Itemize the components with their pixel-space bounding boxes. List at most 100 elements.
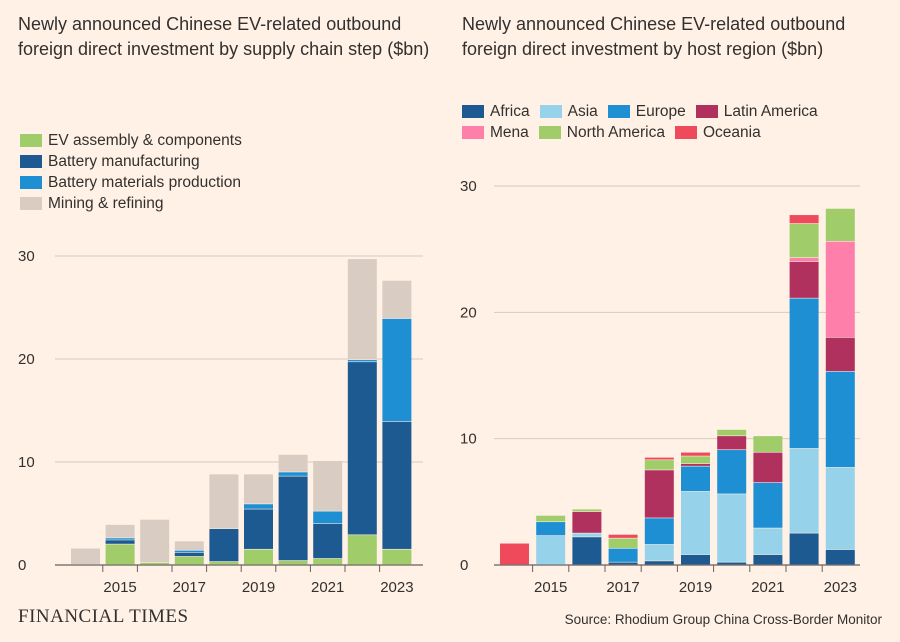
right-legend-swatch [462, 105, 484, 118]
left-bar-segment [140, 562, 170, 565]
right-bar-segment [825, 549, 855, 565]
left-chart-plot: 0 10 20 30 2015 2017 2019 2021 2023 [18, 248, 423, 596]
left-legend-swatch [20, 155, 42, 168]
right-bar-segment [681, 456, 710, 464]
left-bar-segment [313, 460, 343, 511]
left-bar-segment [347, 535, 377, 565]
right-bar-segment [825, 241, 855, 337]
left-bar-segment [278, 560, 308, 565]
left-bar-segment [174, 541, 204, 550]
right-legend-label: North America [566, 124, 665, 141]
right-legend-item: Mena [462, 122, 529, 143]
left-bar-segment [313, 511, 343, 524]
left-bar-segment [313, 558, 343, 565]
left-legend-label: EV assembly & components [48, 132, 242, 149]
right-legend-swatch [462, 126, 484, 139]
right-bar-segment [681, 452, 710, 456]
right-legend-item: Oceania [674, 122, 761, 143]
left-bar-segment [244, 474, 273, 504]
left-bar-segment [71, 548, 100, 565]
right-bar-segment [681, 463, 710, 466]
left-legend-swatch [20, 197, 42, 210]
right-bar-segment [789, 261, 819, 298]
right-bar-segment [536, 522, 566, 536]
left-bar-segment [382, 549, 412, 565]
right-bar-segment [825, 208, 855, 241]
right-y-tick-label: 20 [460, 304, 477, 321]
right-bar-segment [536, 515, 566, 522]
left-y-tick-label: 20 [18, 351, 35, 368]
left-bar-segment [382, 421, 412, 549]
right-bar-segment [644, 470, 674, 518]
right-bar-segment [608, 548, 638, 562]
right-bar-segment [681, 491, 710, 555]
left-y-tick-label: 0 [18, 557, 26, 574]
left-bar-segment [313, 523, 343, 559]
right-x-tick-label: 2017 [606, 579, 639, 596]
right-bar-segment [753, 528, 783, 555]
left-bar-segment [278, 454, 308, 472]
left-legend-swatch [20, 134, 42, 147]
right-legend-item: Latin America [695, 101, 818, 122]
left-x-tick-label: 2017 [173, 579, 206, 596]
left-bar-segment [382, 318, 412, 422]
right-bar-segment [608, 538, 638, 548]
right-bar-segment [500, 543, 529, 565]
right-legend-item: North America [538, 122, 665, 143]
left-bar-segment [140, 519, 170, 563]
right-bar-segment [789, 223, 819, 258]
right-legend-swatch [674, 126, 697, 139]
right-legend-label: Oceania [702, 124, 761, 141]
left-bar-segment [382, 280, 412, 319]
left-x-tick-label: 2015 [103, 579, 136, 596]
left-bar-segment [105, 544, 135, 565]
right-bar-segment [572, 533, 602, 537]
left-legend-label: Battery manufacturing [48, 153, 200, 170]
right-legend-item: Europe [607, 101, 686, 122]
left-x-tick-label: 2023 [380, 579, 413, 596]
right-legend-label: Mena [490, 124, 529, 141]
right-bar-segment [825, 337, 855, 372]
left-bar-segment [209, 528, 239, 562]
right-bar-segment [608, 562, 638, 565]
right-bar-segment [789, 258, 819, 262]
left-chart-title: Newly announced Chinese EV-related outbo… [18, 14, 430, 59]
right-legend-label: Asia [567, 103, 598, 120]
right-bar-segment [753, 436, 783, 452]
right-legend-item: Africa [462, 101, 530, 122]
right-bar-segment [644, 460, 674, 470]
right-bar-segment [681, 554, 710, 565]
left-y-tick-label: 10 [18, 454, 35, 471]
right-bar-segment [717, 562, 747, 565]
left-bar-segment [174, 552, 204, 557]
left-bar-segment [278, 472, 308, 476]
right-bar-segment [789, 448, 819, 533]
right-bar-segment [825, 371, 855, 468]
right-legend-label: Latin America [723, 103, 818, 120]
right-bar-segment [789, 298, 819, 449]
right-bar-segment [789, 215, 819, 224]
left-legend-label: Mining & refining [48, 195, 164, 212]
right-bar-segment [717, 436, 747, 450]
left-y-tick-label: 30 [18, 248, 35, 265]
left-bar-segment [244, 549, 273, 565]
right-legend-swatch [539, 105, 562, 118]
left-legend-item: EV assembly & components [20, 130, 242, 151]
right-bar-segment [644, 561, 674, 565]
left-bar-segment [105, 540, 135, 544]
right-y-tick-label: 10 [460, 431, 477, 448]
left-bar-segment [209, 561, 239, 565]
left-bar-segment [105, 524, 135, 538]
right-bar-segment [681, 466, 710, 492]
right-chart-legend: Africa Asia Europe Latin America Mena North A… [462, 101, 882, 143]
right-bar-segment [825, 467, 855, 550]
left-bar-segment [244, 504, 273, 509]
right-bar-segment [572, 511, 602, 533]
left-bar-segment [347, 360, 377, 362]
right-chart-plot: 0 10 20 30 2015 2017 2019 2021 2023 [460, 178, 860, 596]
right-bar-segment [572, 537, 602, 565]
right-x-tick-label: 2023 [824, 579, 857, 596]
right-y-tick-label: 0 [460, 557, 468, 574]
left-bar-segment [278, 476, 308, 561]
right-legend-label: Europe [635, 103, 686, 120]
